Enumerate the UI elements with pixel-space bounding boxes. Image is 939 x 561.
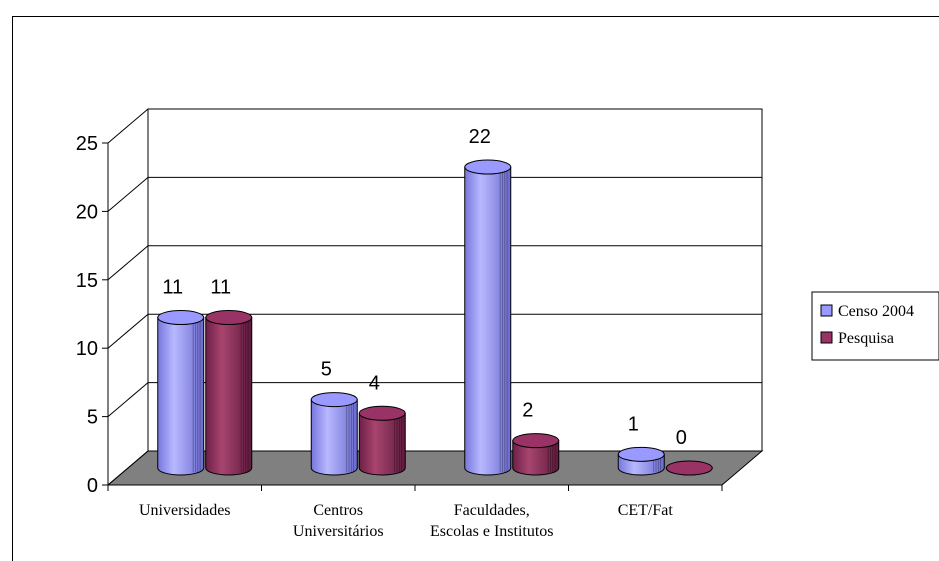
x-category-label: Universidades xyxy=(139,502,231,519)
y-tick-label: 0 xyxy=(87,475,98,497)
bar-top xyxy=(617,446,665,462)
bar-top xyxy=(665,460,713,476)
bar-body xyxy=(157,317,205,476)
data-label: 11 xyxy=(162,277,183,299)
data-label: 22 xyxy=(469,126,491,148)
bar-body xyxy=(358,412,406,476)
data-label: 0 xyxy=(676,427,687,449)
side-wall-line xyxy=(107,450,149,486)
bar-s1 xyxy=(512,433,560,476)
x-category-label: Centros Universitários xyxy=(293,502,384,540)
x-category-label: Faculdades, Escolas e Institutos xyxy=(430,502,554,540)
legend-swatch xyxy=(820,331,833,344)
bar-top xyxy=(512,433,560,449)
bar-top xyxy=(310,392,358,408)
side-wall-line xyxy=(107,382,149,417)
bar-s1 xyxy=(665,460,713,476)
bar-body xyxy=(310,399,358,476)
y-tick-label: 25 xyxy=(76,133,98,155)
bar-body xyxy=(205,317,253,476)
y-tick-label: 15 xyxy=(76,270,98,292)
bar-top xyxy=(205,310,253,326)
bar-top xyxy=(464,159,512,175)
legend-label: Pesquisa xyxy=(838,330,894,347)
side-wall-line xyxy=(107,108,149,144)
bar-s1 xyxy=(205,310,253,476)
legend: Censo 2004 Pesquisa xyxy=(811,291,939,361)
data-label: 11 xyxy=(210,277,231,299)
y-tick-label: 20 xyxy=(76,201,98,223)
x-category-label: CET/Fat xyxy=(618,502,674,519)
bar-s0 xyxy=(157,310,205,476)
legend-swatch xyxy=(820,304,833,317)
bar-s0 xyxy=(617,446,665,476)
data-label: 2 xyxy=(522,400,533,422)
side-wall-line xyxy=(107,313,149,349)
y-tick-label: 10 xyxy=(76,338,98,360)
bar-s0 xyxy=(464,159,512,476)
data-label: 4 xyxy=(369,372,380,394)
bars-layer xyxy=(157,159,713,476)
bar-top xyxy=(358,405,406,421)
data-label: 5 xyxy=(321,359,332,381)
y-tick-label: 5 xyxy=(87,407,98,429)
bar-s0 xyxy=(310,392,358,476)
side-wall-line xyxy=(107,245,149,281)
legend-label: Censo 2004 xyxy=(838,303,914,320)
side-wall-line xyxy=(107,177,149,212)
chart-frame xyxy=(12,16,939,561)
bar-s1 xyxy=(358,405,406,476)
legend-box xyxy=(811,291,939,361)
bar-body xyxy=(464,166,512,476)
data-label: 1 xyxy=(628,413,639,435)
bar-top xyxy=(157,310,205,326)
bar-body xyxy=(512,440,560,476)
